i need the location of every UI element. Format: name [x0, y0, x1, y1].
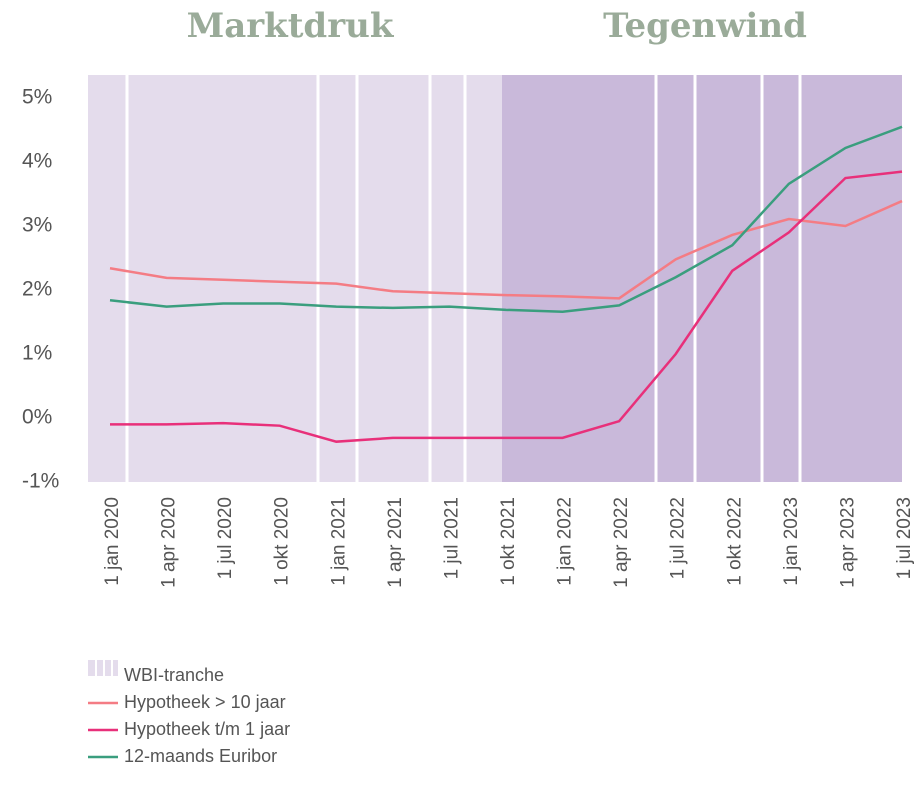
x-tick-label: 1 apr 2021: [385, 497, 406, 588]
y-tick-label: 0%: [22, 406, 52, 429]
x-tick-label: 1 jan 2020: [102, 497, 123, 586]
y-tick-label: 3%: [22, 214, 52, 237]
legend-swatch-stripes: [95, 660, 113, 676]
x-tick-label: 1 jul 2021: [441, 497, 462, 579]
line: [109, 199, 903, 300]
annotation: Tegenwind: [603, 6, 807, 46]
x-tick-label: 1 jan 2022: [555, 497, 576, 586]
x-tick-label: 1 apr 2022: [611, 497, 632, 588]
legend-label: Hypotheek > 10 jaar: [124, 692, 286, 712]
y-tick-label: -1%: [22, 470, 59, 493]
line: [109, 125, 903, 314]
x-tick-label: 1 jan 2021: [328, 497, 349, 586]
x-tick-label: 1 jul 2022: [668, 497, 689, 579]
legend-label: WBI-tranche: [124, 665, 224, 685]
y-tick-label: 1%: [22, 342, 52, 365]
x-tick-label: 1 jul 2023: [894, 497, 915, 579]
x-tick-label: 1 apr 2020: [159, 497, 180, 588]
background-band: [502, 75, 902, 482]
line: [110, 170, 903, 443]
x-tick-label: 1 jan 2023: [781, 497, 802, 586]
annotation: Marktdruk: [187, 6, 395, 46]
x-tick-label: 1 jul 2020: [215, 497, 236, 579]
y-tick-label: 2%: [22, 278, 52, 301]
x-tick-label: 1 okt 2020: [272, 497, 293, 586]
y-tick-label: 4%: [22, 150, 52, 173]
legend-label: 12-maands Euribor: [124, 746, 277, 766]
y-tick-label: 5%: [22, 86, 52, 109]
x-tick-label: 1 okt 2021: [498, 497, 519, 586]
x-tick-label: 1 okt 2022: [724, 497, 745, 586]
background-band: [88, 75, 502, 482]
legend-label: Hypotheek t/m 1 jaar: [124, 719, 290, 739]
x-tick-label: 1 apr 2023: [837, 497, 858, 588]
band-separators: [125, 75, 802, 482]
